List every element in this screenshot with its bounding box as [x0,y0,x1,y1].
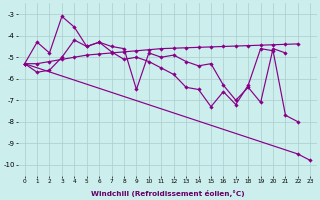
X-axis label: Windchill (Refroidissement éolien,°C): Windchill (Refroidissement éolien,°C) [91,190,244,197]
